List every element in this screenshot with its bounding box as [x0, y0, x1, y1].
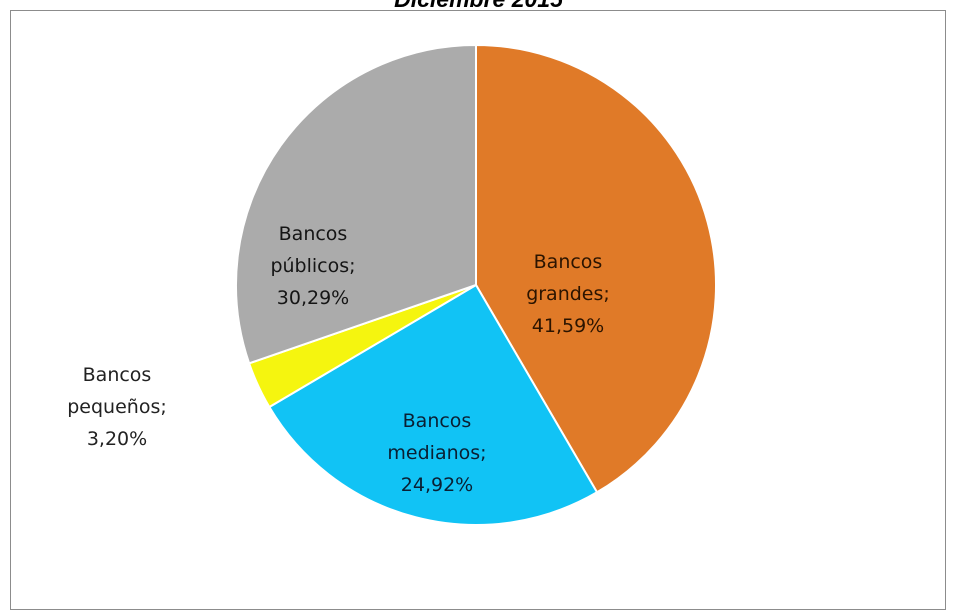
slice-label-line: Bancos [403, 410, 472, 432]
slice-label-line: Bancos [534, 251, 603, 273]
slice-label-line: 41,59% [532, 315, 604, 337]
slice-label-bancos-medianos: Bancos medianos; 24,92% [387, 410, 486, 496]
slice-label-line: 3,20% [87, 428, 147, 450]
slice-label-line: Bancos [279, 223, 348, 245]
slice-label-line: Bancos [83, 364, 152, 386]
pie-slice-bancos-medianos [267, 283, 599, 526]
slice-label-line: públicos; [270, 255, 355, 277]
slice-label-bancos-publicos: Bancos públicos; 30,29% [270, 223, 355, 309]
slice-label-bancos-pequenos: Bancos pequeños; 3,20% [67, 364, 167, 450]
chart-title: Diciembre 2015 [0, 0, 957, 13]
slice-label-line: 24,92% [401, 474, 473, 496]
slice-label-line: 30,29% [277, 287, 349, 309]
slice-label-bancos-grandes: Bancos grandes; 41,59% [526, 251, 610, 337]
slice-label-line: medianos; [387, 442, 486, 464]
pie-slice-bancos-publicos [235, 43, 477, 365]
pie-chart: Bancos grandes; 41,59% Bancos medianos; 24,92… [67, 43, 717, 526]
slice-label-line: grandes; [526, 283, 610, 305]
slice-label-line: pequeños; [67, 396, 167, 418]
pie-slice-bancos-grandes [475, 43, 717, 494]
